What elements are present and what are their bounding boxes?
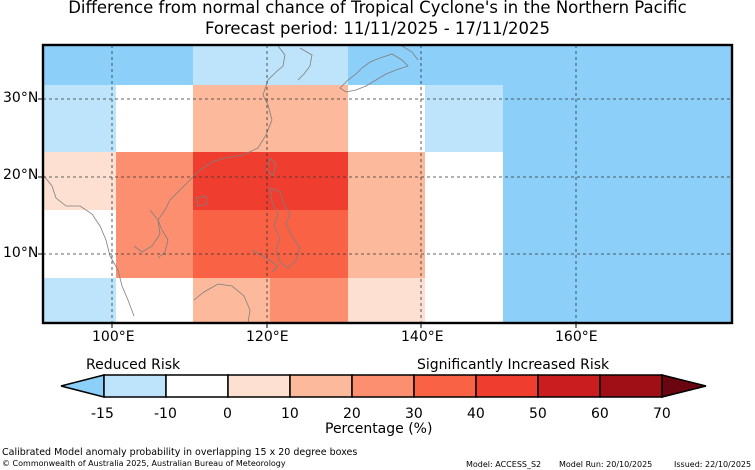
footer-note: Calibrated Model anomaly probability in … bbox=[2, 447, 358, 458]
grid-cell bbox=[270, 85, 349, 153]
grid-cell bbox=[270, 210, 349, 279]
grid-cell bbox=[503, 152, 581, 211]
colorbar bbox=[60, 374, 707, 398]
anomaly-grid bbox=[43, 45, 733, 324]
footer-issued: Issued: 22/10/2025 bbox=[674, 460, 752, 469]
grid-cell bbox=[116, 152, 194, 211]
grid-cell bbox=[503, 45, 581, 86]
grid-cell bbox=[425, 85, 504, 153]
grid-cell bbox=[425, 152, 504, 211]
cbar-tick-0: 0 bbox=[223, 406, 232, 422]
grid-cell bbox=[657, 85, 733, 153]
grid-cell bbox=[657, 278, 733, 324]
lat-label-20n: 20°N bbox=[3, 167, 39, 183]
grid-cell bbox=[193, 210, 271, 279]
lon-label-120e: 120°E bbox=[246, 329, 289, 345]
grid-cell bbox=[43, 152, 117, 211]
grid-cell bbox=[503, 278, 581, 324]
grid-cell bbox=[116, 45, 194, 86]
grid-cell bbox=[348, 152, 426, 211]
cbar-tick-10: 10 bbox=[281, 406, 299, 422]
grid-cell bbox=[348, 278, 426, 324]
grid-cell bbox=[425, 278, 504, 324]
increased-risk-label: Significantly Increased Risk bbox=[417, 357, 610, 373]
colorbar-swatch bbox=[599, 374, 663, 398]
grid-cell bbox=[43, 278, 117, 324]
footer-copyright: © Commonwealth of Australia 2025, Austra… bbox=[2, 459, 286, 468]
grid-cell bbox=[193, 85, 271, 153]
grid-cell bbox=[657, 152, 733, 211]
lon-label-100e: 100°E bbox=[92, 329, 135, 345]
colorbar-swatch bbox=[475, 374, 539, 398]
lon-label-140e: 140°E bbox=[401, 329, 444, 345]
grid-cell bbox=[116, 85, 194, 153]
grid-cell bbox=[503, 85, 581, 153]
grid-cell bbox=[580, 45, 658, 86]
grid-cell bbox=[43, 85, 117, 153]
grid-cell bbox=[116, 278, 194, 324]
footer-model-run: Model Run: 20/10/2025 bbox=[559, 460, 653, 469]
cbar-tick--15: -15 bbox=[91, 406, 114, 422]
colorbar-swatch bbox=[351, 374, 415, 398]
grid-cell bbox=[193, 152, 271, 211]
reduced-risk-label: Reduced Risk bbox=[86, 357, 181, 373]
chart-title: Difference from normal chance of Tropica… bbox=[68, 0, 687, 17]
grid-cell bbox=[657, 45, 733, 86]
cbar-tick-50: 50 bbox=[529, 406, 547, 422]
colorbar-max-extend bbox=[661, 374, 707, 398]
cbar-tick-40: 40 bbox=[467, 406, 485, 422]
map-frame bbox=[41, 43, 734, 325]
colorbar-swatch bbox=[537, 374, 601, 398]
grid-cell bbox=[270, 152, 349, 211]
grid-cell bbox=[580, 278, 658, 324]
cbar-tick-20: 20 bbox=[343, 406, 361, 422]
grid-cell bbox=[580, 210, 658, 279]
grid-cell bbox=[657, 210, 733, 279]
grid-cell bbox=[43, 45, 117, 86]
colorbar-min-extend bbox=[60, 374, 105, 398]
lat-label-30n: 30°N bbox=[3, 90, 39, 106]
grid-cell bbox=[580, 152, 658, 211]
colorbar-swatch bbox=[227, 374, 291, 398]
grid-cell bbox=[270, 278, 349, 324]
grid-cell bbox=[193, 278, 271, 324]
grid-cell bbox=[348, 45, 426, 86]
grid-cell bbox=[580, 85, 658, 153]
grid-cell bbox=[425, 45, 504, 86]
cbar-tick-30: 30 bbox=[405, 406, 423, 422]
colorbar-xlabel: Percentage (%) bbox=[325, 421, 433, 437]
lon-label-160e: 160°E bbox=[555, 329, 598, 345]
grid-cell bbox=[116, 210, 194, 279]
grid-cell bbox=[348, 85, 426, 153]
colorbar-swatch bbox=[165, 374, 229, 398]
colorbar-swatch bbox=[413, 374, 477, 398]
grid-cell bbox=[43, 210, 117, 279]
lat-label-10n: 10°N bbox=[3, 245, 39, 261]
grid-cell bbox=[193, 45, 271, 86]
cbar-tick-70: 70 bbox=[653, 406, 671, 422]
colorbar-swatch bbox=[103, 374, 167, 398]
cbar-tick--10: -10 bbox=[154, 406, 177, 422]
cbar-tick-60: 60 bbox=[591, 406, 609, 422]
grid-cell bbox=[348, 210, 426, 279]
grid-cell bbox=[425, 210, 504, 279]
forecast-period: Forecast period: 11/11/2025 - 17/11/2025 bbox=[204, 19, 551, 38]
colorbar-swatch bbox=[289, 374, 353, 398]
footer-model: Model: ACCESS_S2 bbox=[466, 460, 542, 469]
grid-cell bbox=[503, 210, 581, 279]
